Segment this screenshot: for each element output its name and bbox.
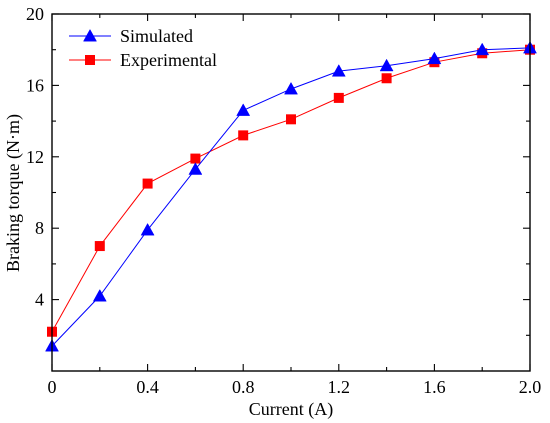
legend-simulated-label: Simulated [120, 26, 193, 46]
simulated-data-point [236, 103, 251, 116]
y-tick-label: 8 [35, 218, 44, 238]
x-tick-label: 1.2 [328, 377, 351, 397]
experimental-data-point [94, 241, 105, 252]
plot-frame [51, 13, 531, 372]
y-tick-label: 16 [26, 75, 44, 95]
x-axis-title: Current (A) [249, 399, 333, 420]
experimental-data-point [238, 130, 249, 141]
simulated-data-point [331, 64, 346, 77]
experimental-data-point [286, 114, 296, 125]
experimental-data-point [190, 153, 201, 164]
experimental-data-point [333, 92, 344, 103]
experimental-data-point [381, 73, 392, 84]
legend-simulated-marker [83, 28, 97, 42]
ticks-layer: 0 0.4 0.8 1.2 1.6 2.0 4 8 12 16 20 [26, 4, 541, 397]
y-tick-label: 12 [26, 147, 44, 167]
simulated-data-point [92, 289, 107, 302]
simulated-data-point [379, 58, 394, 72]
x-tick-label: 0 [48, 377, 57, 397]
series-layer [45, 40, 537, 352]
simulated-data-point [188, 162, 203, 175]
x-tick-label: 2.0 [519, 377, 542, 397]
y-axis-title: Braking torque (N·m) [3, 114, 24, 272]
y-tick-label: 4 [35, 290, 44, 310]
simulated-data-point [475, 42, 490, 56]
x-tick-label: 0.4 [136, 377, 159, 397]
legend-experimental-label: Experimental [120, 50, 217, 70]
x-tick-label: 1.6 [423, 377, 446, 397]
legend-experimental-marker [85, 55, 95, 65]
x-tick-label: 0.8 [232, 377, 255, 397]
simulated-data-point [284, 81, 298, 95]
y-tick-label: 20 [26, 4, 44, 24]
simulated-data-point [140, 222, 155, 236]
experimental-data-point [142, 178, 153, 189]
simulated-data-point [427, 51, 442, 65]
legend: Simulated Experimental [69, 26, 217, 70]
